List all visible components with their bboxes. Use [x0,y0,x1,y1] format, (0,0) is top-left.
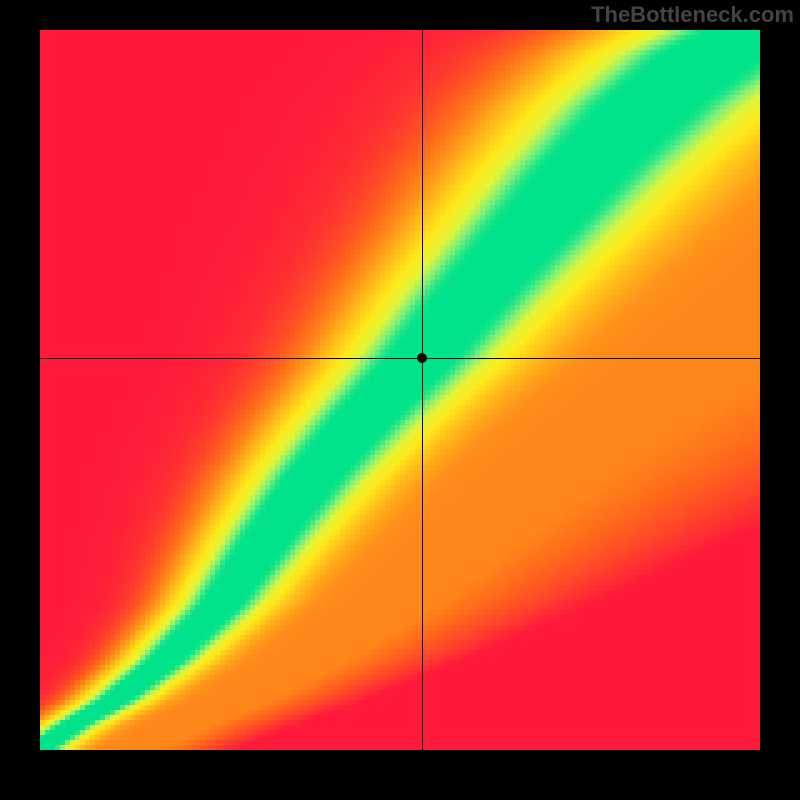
bottleneck-heatmap-canvas [40,30,760,750]
crosshair-horizontal-line [40,358,760,359]
heatmap-plot-area [40,30,760,750]
watermark-text: TheBottleneck.com [591,2,794,28]
crosshair-marker-dot [417,353,427,363]
crosshair-vertical-line [422,30,423,750]
